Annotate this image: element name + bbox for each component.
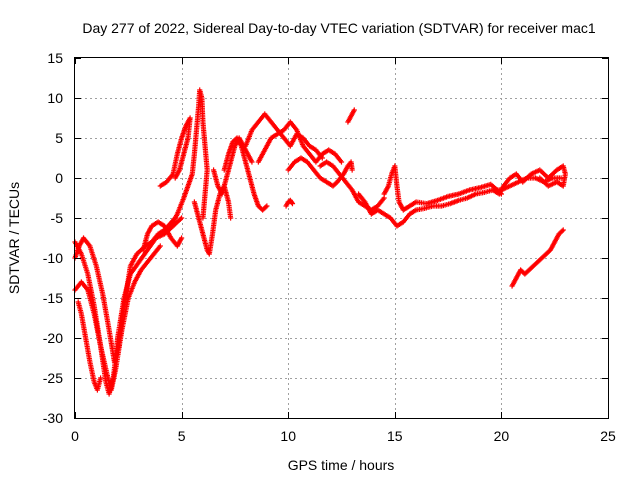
series-track-o <box>345 107 357 125</box>
y-tick-label: 15 <box>47 50 63 66</box>
y-tick-label: -20 <box>43 330 63 346</box>
x-tick-label: 25 <box>600 428 616 444</box>
y-tick-label: -5 <box>51 210 64 226</box>
y-tick-label: -30 <box>43 410 63 426</box>
series-track-c <box>72 243 163 393</box>
x-tick-label: 5 <box>178 428 186 444</box>
chart-title: Day 277 of 2022, Sidereal Day-to-day VTE… <box>82 20 595 36</box>
series-track-j <box>221 135 270 213</box>
series-track-k <box>242 111 325 161</box>
data-point <box>228 215 234 221</box>
series-track-s <box>490 163 568 197</box>
data-point <box>289 199 295 206</box>
data-point <box>560 227 566 233</box>
data-point <box>263 204 269 210</box>
data-point <box>349 167 355 173</box>
series-track-g <box>168 87 210 229</box>
series-track-p <box>283 197 296 209</box>
x-tick-label: 15 <box>387 428 403 444</box>
data-point <box>249 159 255 165</box>
y-tick-label: 5 <box>55 130 63 146</box>
x-tick-label: 10 <box>280 428 296 444</box>
x-tick-label: 20 <box>494 428 510 444</box>
series-track-m <box>285 155 355 189</box>
axis-ticks: 0 5 10 15 20 25 -30 -25 -20 -15 -10 -5 0 5 10 15 <box>43 50 616 444</box>
data-point <box>179 215 185 221</box>
y-tick-label: 0 <box>55 170 63 186</box>
data-point <box>97 375 104 381</box>
data-point <box>338 159 345 165</box>
series-track-h <box>191 183 234 257</box>
data-point <box>559 228 565 234</box>
data-point <box>179 235 185 241</box>
x-axis-label: GPS time / hours <box>288 457 395 473</box>
series-track-q <box>355 175 564 229</box>
data-point <box>289 201 296 207</box>
series-track-f <box>157 115 193 189</box>
data-point <box>172 175 178 181</box>
data-point <box>157 243 163 249</box>
x-tick-label: 0 <box>71 428 79 444</box>
data-point <box>351 107 357 113</box>
series-track-d <box>75 299 104 393</box>
data-point <box>264 203 270 209</box>
y-tick-label: -10 <box>43 250 63 266</box>
y-tick-label: 10 <box>47 90 63 106</box>
data-point <box>537 175 543 181</box>
series-track-e <box>140 219 185 253</box>
series-track-l <box>255 119 345 165</box>
y-tick-label: -25 <box>43 370 63 386</box>
plot-frame <box>74 57 609 419</box>
series-track-t <box>509 227 566 289</box>
y-tick-label: -15 <box>43 290 63 306</box>
data-marks <box>72 87 568 397</box>
y-axis-label: SDTVAR / TECUs <box>6 182 22 294</box>
